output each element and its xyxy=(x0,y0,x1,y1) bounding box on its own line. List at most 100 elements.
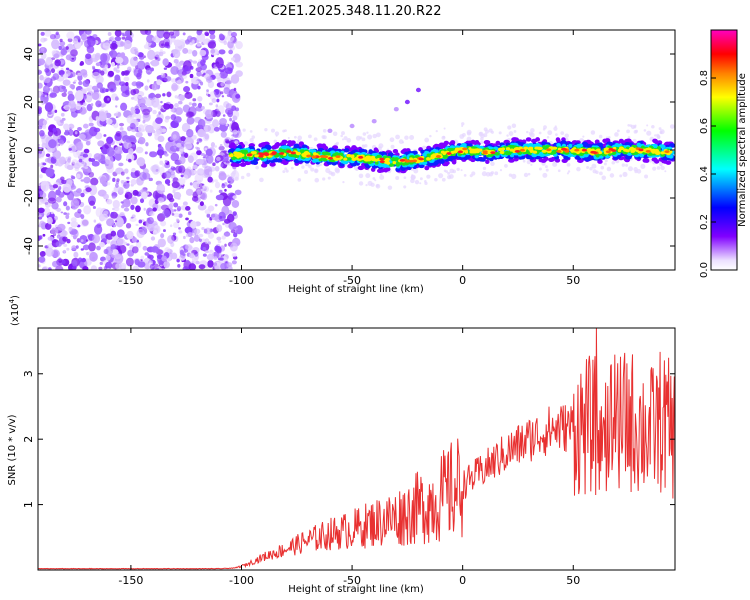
spectrogram-band-blob xyxy=(628,147,633,151)
spectrogram-noise-blob xyxy=(91,91,100,100)
spectrogram-ytick-label: -20 xyxy=(22,189,35,207)
spectrogram-noise-blob xyxy=(38,82,43,89)
spectrogram-peak-blob xyxy=(638,148,644,152)
spectrogram-noise-blob xyxy=(108,37,114,41)
spectrogram-noise-blob xyxy=(170,37,176,43)
spectrogram-noise-blob xyxy=(230,31,238,38)
spectrogram-noise-blob xyxy=(213,256,218,261)
spectrogram-noise-blob xyxy=(207,232,215,239)
spectrogram-noise-blob xyxy=(213,262,218,267)
spectrogram-halo-dot xyxy=(566,162,571,167)
spectrogram-noise-blob xyxy=(80,179,84,182)
spectrogram-halo-dot xyxy=(308,134,312,139)
spectrogram-noise-blob xyxy=(196,168,205,176)
spectrogram-noise-blob xyxy=(72,265,78,270)
spectrogram-noise-blob xyxy=(119,126,124,131)
spectrogram-noise-blob xyxy=(83,95,87,99)
spectrogram-halo-dot xyxy=(443,169,447,173)
spectrogram-noise-blob xyxy=(192,164,198,170)
spectrogram-noise-blob xyxy=(224,188,227,192)
spectrogram-noise-blob xyxy=(164,41,170,47)
spectrogram-noise-blob xyxy=(50,211,54,215)
spectrogram-halo-dot xyxy=(546,136,550,139)
spectrogram-noise-blob xyxy=(227,210,233,215)
spectrogram-halo-dot xyxy=(566,172,570,175)
spectrogram-noise-blob xyxy=(209,189,213,193)
spectrogram-band-blob xyxy=(473,150,477,154)
spectrogram-noise-blob xyxy=(186,49,193,54)
spectrogram-noise-blob xyxy=(73,200,78,204)
spectrogram-noise-blob xyxy=(227,184,233,189)
spectrogram-noise-blob xyxy=(151,37,156,41)
spectrogram-noise-blob xyxy=(108,84,117,93)
spectrogram-halo-dot xyxy=(403,176,407,180)
spectrogram-noise-blob xyxy=(88,122,94,127)
spectrogram-halo-dot xyxy=(600,165,605,170)
spectrogram-noise-blob xyxy=(219,215,223,219)
spectrogram-noise-blob xyxy=(42,162,47,166)
spectrogram-noise-blob xyxy=(85,187,92,193)
snr-ytick-label: 2 xyxy=(22,436,35,443)
spectrogram-noise-blob xyxy=(106,198,113,205)
spectrogram-ytick-label: 0 xyxy=(22,147,35,154)
spectrogram-noise-blob xyxy=(216,236,222,241)
spectrogram-noise-blob xyxy=(223,231,231,237)
spectrogram-noise-blob xyxy=(38,91,42,97)
spectrogram-halo-dot xyxy=(313,137,318,142)
spectrogram-noise-blob xyxy=(113,224,117,228)
spectrogram-noise-blob xyxy=(220,91,224,95)
spectrogram-peak-blob xyxy=(519,148,526,152)
spectrogram-band-blob xyxy=(636,142,642,147)
spectrogram-noise-blob xyxy=(152,207,157,212)
spectrogram-noise-blob xyxy=(76,173,81,179)
spectrogram-noise-blob xyxy=(221,95,225,98)
spectrogram-halo-dot xyxy=(367,134,373,140)
spectrogram-noise-blob xyxy=(131,236,138,243)
spectrogram-band-blob xyxy=(418,163,425,169)
spectrogram-noise-blob xyxy=(38,69,43,75)
spectrogram-halo-dot xyxy=(332,131,338,137)
snr-xtick-label: -150 xyxy=(118,574,143,587)
spectrogram-noise-blob xyxy=(185,217,189,221)
spectrogram-noise-blob xyxy=(114,36,122,42)
spectrogram-noise-blob xyxy=(147,46,152,50)
spectrogram-halo-dot xyxy=(395,175,400,180)
spectrogram-noise-blob xyxy=(58,85,65,93)
spectrogram-halo-dot xyxy=(504,164,508,168)
spectrogram-noise-blob xyxy=(131,167,136,173)
spectrogram-noise-blob xyxy=(230,74,240,84)
spectrogram-noise-blob xyxy=(136,157,146,167)
spectrogram-noise-blob xyxy=(98,222,101,225)
spectrogram-halo-dot xyxy=(232,129,238,135)
spectrogram-noise-blob xyxy=(107,31,112,36)
spectrogram-noise-blob xyxy=(208,30,216,35)
spectrogram-band-blob xyxy=(550,156,556,162)
spectrogram-halo-dot xyxy=(606,166,612,172)
snr-multiplier-exp: 4 xyxy=(8,298,16,303)
spectrogram-noise-blob xyxy=(60,211,64,214)
spectrogram-noise-blob xyxy=(123,40,132,50)
spectrogram-noise-blob xyxy=(202,185,205,189)
spectrogram-noise-blob xyxy=(154,51,162,58)
spectrogram-noise-blob xyxy=(139,198,145,204)
spectrogram-noise-blob xyxy=(151,42,155,46)
spectrogram-band-blob xyxy=(252,159,257,164)
spectrogram-noise-blob xyxy=(176,206,182,212)
spectrogram-noise-blob xyxy=(214,181,221,189)
spectrogram-halo-dot xyxy=(353,165,359,171)
spectrogram-noise-blob xyxy=(135,81,143,87)
spectrogram-noise-blob xyxy=(171,213,175,216)
spectrogram-noise-blob xyxy=(151,96,160,108)
spectrogram-peak-blob xyxy=(592,151,598,154)
snr-multiplier-base: (x10 xyxy=(10,303,21,326)
spectrogram-band-blob xyxy=(370,155,376,159)
spectrogram-peak-blob xyxy=(379,157,385,161)
spectrogram-noise-blob xyxy=(60,73,64,78)
spectrogram-halo-dot xyxy=(380,173,383,176)
spectrogram-band-blob xyxy=(541,145,547,150)
spectrogram-xtick-label: -100 xyxy=(229,274,254,287)
spectrogram-noise-blob xyxy=(39,130,45,137)
spectrogram-noise-blob xyxy=(129,56,139,67)
spectrogram-noise-blob xyxy=(189,73,194,79)
spectrogram-noise-blob xyxy=(77,72,82,77)
